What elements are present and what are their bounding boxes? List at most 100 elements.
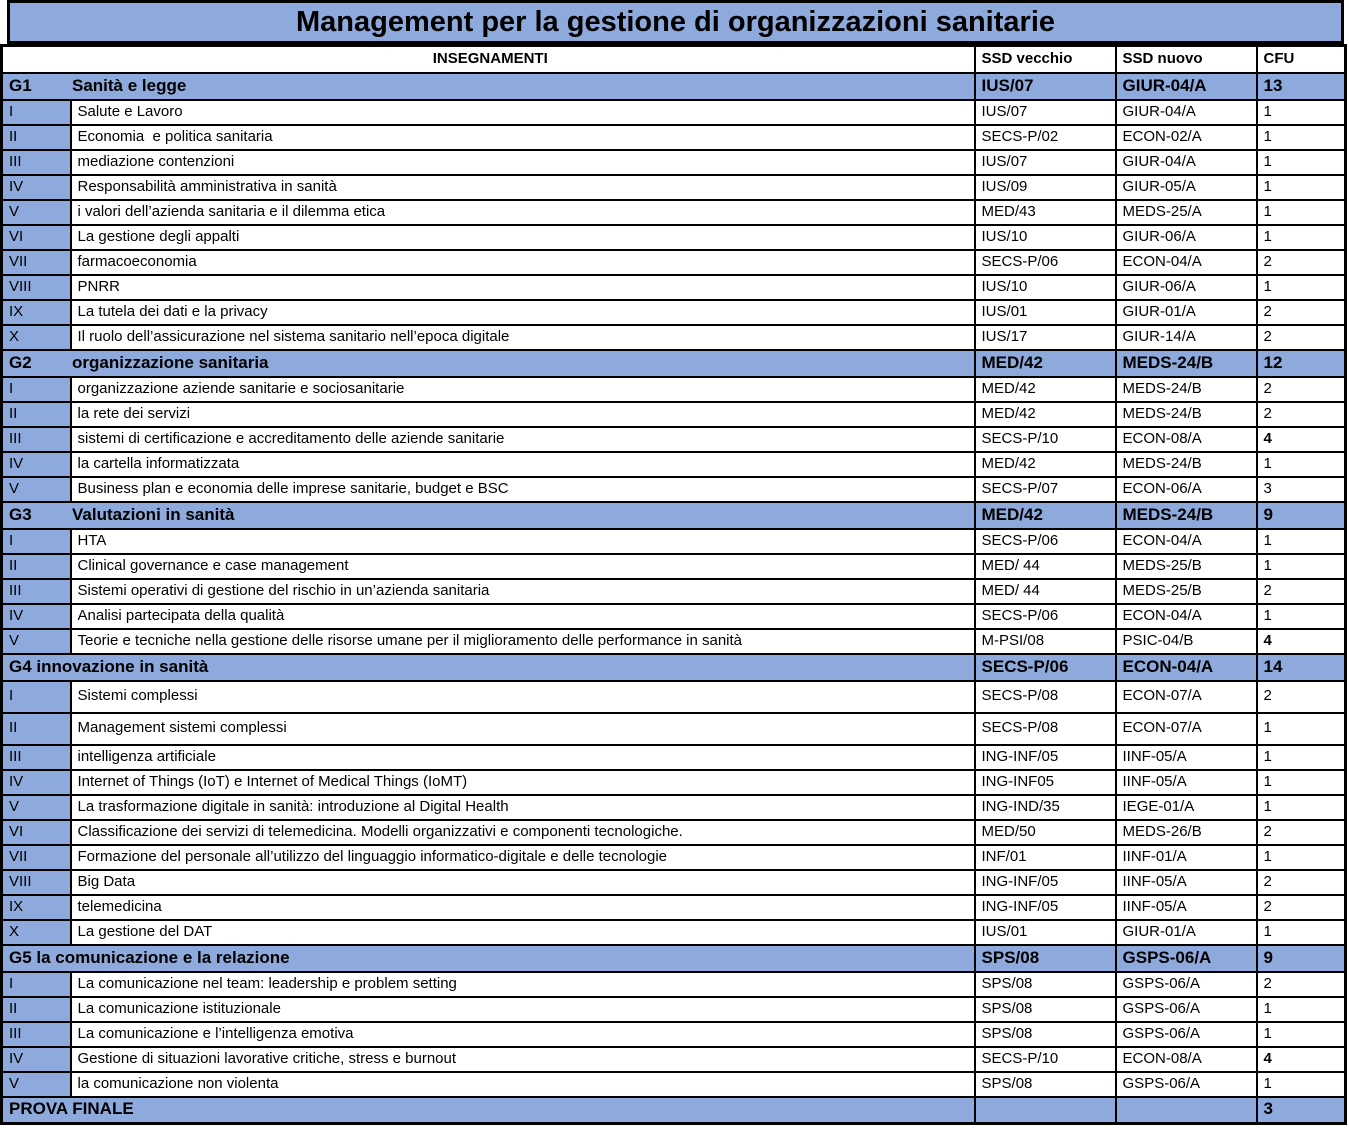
ssd-nuovo-cell: MEDS-24/B — [1114, 500, 1258, 530]
ssd-vecchio-cell: IUS/07 — [973, 71, 1117, 101]
item-numeral-cell: VI — [0, 818, 72, 846]
group-name: Sanità e legge — [72, 75, 187, 95]
course-row: X La gestione del DAT IUS/01 GIUR-01/A 1 — [0, 918, 1347, 946]
item-name-cell: La comunicazione istituzionale — [69, 995, 976, 1023]
ssd-vecchio-cell — [973, 1095, 1117, 1125]
column-header-ssd-nuovo: SSD nuovo — [1114, 44, 1258, 74]
cfu-cell: 2 — [1255, 818, 1347, 846]
item-name-cell: telemedicina — [69, 893, 976, 921]
ssd-vecchio-cell: SECS-P/10 — [973, 425, 1117, 453]
item-name-cell: i valori dell’azienda sanitaria e il dil… — [69, 198, 976, 226]
item-numeral-cell: II — [0, 123, 72, 151]
cfu-cell: 2 — [1255, 323, 1347, 351]
item-name-cell: Clinical governance e case management — [69, 552, 976, 580]
group-code: G1 — [9, 75, 32, 95]
ssd-vecchio-cell: SECS-P/06 — [973, 602, 1117, 630]
course-row: IV Gestione di situazioni lavorative crit… — [0, 1045, 1347, 1073]
ssd-nuovo-cell: GIUR-06/A — [1114, 273, 1258, 301]
item-name-cell: organizzazione aziende sanitarie e socio… — [69, 375, 976, 403]
cfu-cell: 12 — [1255, 348, 1347, 378]
item-numeral-cell: IV — [0, 602, 72, 630]
group-code: G3 — [9, 504, 32, 524]
page-title: Management per la gestione di organizzaz… — [7, 0, 1344, 44]
course-row: X Il ruolo dell’assicurazione nel sistema… — [0, 323, 1347, 351]
cfu-cell: 1 — [1255, 602, 1347, 630]
item-numeral-cell: V — [0, 627, 72, 655]
ssd-vecchio-cell: SPS/08 — [973, 995, 1117, 1023]
item-name-cell: PNRR — [69, 273, 976, 301]
cfu-cell: 2 — [1255, 679, 1347, 714]
ssd-nuovo-cell: ECON-02/A — [1114, 123, 1258, 151]
group-title-cell: G1 Sanità e legge — [0, 71, 976, 101]
item-numeral-cell: III — [0, 743, 72, 771]
ssd-nuovo-cell: GIUR-14/A — [1114, 323, 1258, 351]
cfu-cell: 4 — [1255, 627, 1347, 655]
ssd-nuovo-cell: MEDS-26/B — [1114, 818, 1258, 846]
course-row: III Sistemi operativi di gestione del ris… — [0, 577, 1347, 605]
ssd-vecchio-cell: MED/42 — [973, 375, 1117, 403]
ssd-nuovo-cell: IINF-05/A — [1114, 768, 1258, 796]
item-name-cell: La gestione degli appalti — [69, 223, 976, 251]
cfu-cell: 1 — [1255, 711, 1347, 746]
cfu-cell: 1 — [1255, 995, 1347, 1023]
cfu-cell: 2 — [1255, 375, 1347, 403]
item-numeral-cell: I — [0, 98, 72, 126]
course-row: I La comunicazione nel team: leadership e… — [0, 970, 1347, 998]
course-row: II Economia e politica sanitaria SECS-P/02… — [0, 123, 1347, 151]
item-numeral-cell: II — [0, 552, 72, 580]
ssd-nuovo-cell: GIUR-04/A — [1114, 98, 1258, 126]
ssd-vecchio-cell: MED/ 44 — [973, 577, 1117, 605]
item-numeral-cell: V — [0, 475, 72, 503]
item-name-cell: HTA — [69, 527, 976, 555]
group-row: G3 Valutazioni in sanità MED/42 MEDS-24/B 9 — [0, 500, 1347, 530]
item-name-cell: La trasformazione digitale in sanità: in… — [69, 793, 976, 821]
item-name-cell: Classificazione dei servizi di telemedic… — [69, 818, 976, 846]
cfu-cell: 1 — [1255, 527, 1347, 555]
item-name-cell: la comunicazione non violenta — [69, 1070, 976, 1098]
item-numeral-cell: II — [0, 400, 72, 428]
ssd-vecchio-cell: IUS/09 — [973, 173, 1117, 201]
course-row: IX telemedicina ING-INF/05 IINF-05/A 2 — [0, 893, 1347, 921]
item-numeral-cell: I — [0, 527, 72, 555]
cfu-cell: 1 — [1255, 173, 1347, 201]
item-name-cell: La comunicazione nel team: leadership e … — [69, 970, 976, 998]
ssd-nuovo-cell — [1114, 1095, 1258, 1125]
item-numeral-cell: VI — [0, 223, 72, 251]
ssd-nuovo-cell: ECON-07/A — [1114, 679, 1258, 714]
item-numeral-cell: V — [0, 1070, 72, 1098]
ssd-vecchio-cell: ING-INF/05 — [973, 893, 1117, 921]
cfu-cell: 9 — [1255, 943, 1347, 973]
ssd-vecchio-cell: IUS/01 — [973, 918, 1117, 946]
item-numeral-cell: IV — [0, 1045, 72, 1073]
item-numeral-cell: I — [0, 375, 72, 403]
cfu-cell: 1 — [1255, 98, 1347, 126]
group-name: Valutazioni in sanità — [72, 504, 235, 524]
course-table-body: G1 Sanità e legge IUS/07 GIUR-04/A 13 I Salute… — [0, 71, 1347, 1125]
group-name: organizzazione sanitaria — [72, 352, 269, 372]
item-name-cell: Management sistemi complessi — [69, 711, 976, 746]
course-row: II Clinical governance e case management M… — [0, 552, 1347, 580]
ssd-vecchio-cell: M-PSI/08 — [973, 627, 1117, 655]
item-numeral-cell: VIII — [0, 273, 72, 301]
cfu-cell: 1 — [1255, 552, 1347, 580]
final-label-cell: PROVA FINALE — [0, 1095, 976, 1125]
cfu-cell: 3 — [1255, 475, 1347, 503]
group-title-cell: G5 la comunicazione e la relazione — [0, 943, 976, 973]
ssd-nuovo-cell: ECON-04/A — [1114, 248, 1258, 276]
cfu-cell: 2 — [1255, 970, 1347, 998]
ssd-nuovo-cell: MEDS-24/B — [1114, 375, 1258, 403]
cfu-cell: 2 — [1255, 893, 1347, 921]
ssd-vecchio-cell: SECS-P/08 — [973, 679, 1117, 714]
cfu-cell: 2 — [1255, 577, 1347, 605]
ssd-nuovo-cell: MEDS-25/B — [1114, 552, 1258, 580]
course-row: V La trasformazione digitale in sanità: i… — [0, 793, 1347, 821]
item-numeral-cell: I — [0, 679, 72, 714]
ssd-vecchio-cell: MED/42 — [973, 400, 1117, 428]
cfu-cell: 1 — [1255, 743, 1347, 771]
item-name-cell: Sistemi operativi di gestione del rischi… — [69, 577, 976, 605]
item-name-cell: La comunicazione e l’intelligenza emotiv… — [69, 1020, 976, 1048]
item-name-cell: Teorie e tecniche nella gestione delle r… — [69, 627, 976, 655]
cfu-cell: 2 — [1255, 298, 1347, 326]
ssd-nuovo-cell: ECON-04/A — [1114, 527, 1258, 555]
